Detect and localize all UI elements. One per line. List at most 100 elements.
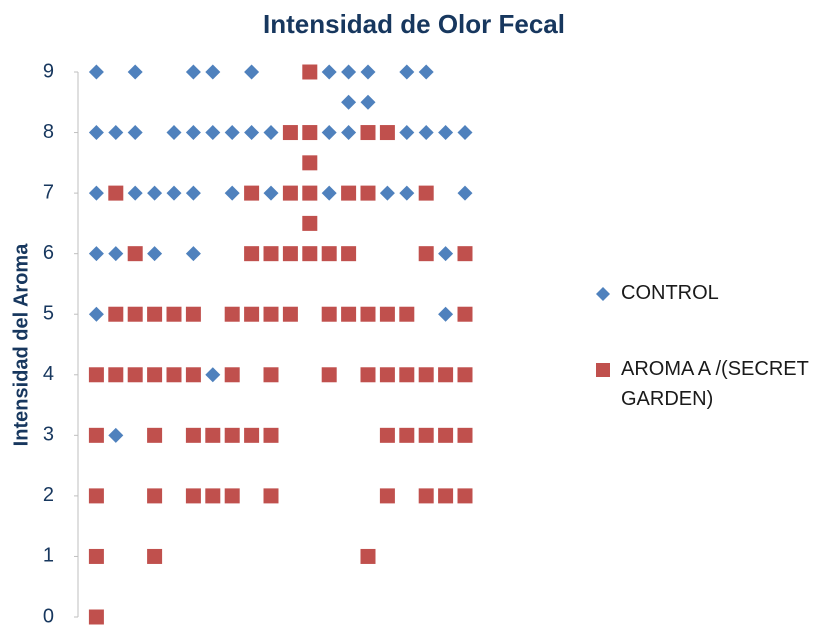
diamond-point: [166, 185, 182, 201]
diamond-point: [457, 125, 473, 141]
diamond-point: [321, 125, 337, 141]
square-point: [302, 185, 318, 201]
diamond-point: [399, 185, 415, 201]
square-point: [224, 306, 240, 322]
y-axis-label: Intensidad del Aroma: [10, 243, 32, 447]
diamond-point: [457, 185, 473, 201]
square-point: [244, 185, 260, 201]
square-point: [379, 306, 395, 322]
legend-swatch: [596, 287, 610, 301]
square-point: [127, 367, 143, 383]
diamond-point: [399, 125, 415, 141]
square-point: [147, 427, 163, 443]
square-point: [263, 367, 279, 383]
diamond-point: [88, 125, 104, 141]
y-tick-label: 5: [43, 303, 54, 325]
legend-marker: [596, 363, 610, 377]
diamond-point: [360, 64, 376, 80]
legend-item: CONTROL: [595, 278, 820, 308]
diamond-point: [360, 94, 376, 110]
legend-marker: [596, 287, 610, 301]
diamond-point: [341, 94, 357, 110]
diamond-point: [341, 64, 357, 80]
legend-label: CONTROL: [621, 282, 719, 304]
square-point: [438, 367, 454, 383]
square-point: [127, 306, 143, 322]
diamond-point: [438, 306, 454, 322]
diamond-point: [263, 185, 279, 201]
square-point: [263, 488, 279, 504]
diamond-point: [185, 246, 201, 262]
diamond-point: [224, 185, 240, 201]
square-point: [282, 246, 298, 262]
square-point: [147, 488, 163, 504]
diamond-point: [321, 185, 337, 201]
square-point: [321, 367, 337, 383]
square-point: [341, 246, 357, 262]
diamond-point: [244, 64, 260, 80]
square-point: [321, 246, 337, 262]
diamond-point: [418, 64, 434, 80]
square-point: [457, 488, 473, 504]
square-point: [379, 367, 395, 383]
square-point: [185, 367, 201, 383]
square-point: [185, 306, 201, 322]
y-tick-label: 7: [43, 181, 54, 203]
diamond-point: [399, 64, 415, 80]
diamond-point: [438, 246, 454, 262]
square-point: [88, 367, 104, 383]
square-point: [282, 306, 298, 322]
square-point: [457, 306, 473, 322]
square-point: [457, 427, 473, 443]
square-point: [379, 488, 395, 504]
diamond-point: [108, 427, 124, 443]
diamond-point: [205, 125, 221, 141]
legend-item: AROMA A /(SECRET GARDEN): [595, 354, 820, 414]
square-point: [418, 246, 434, 262]
square-point: [244, 306, 260, 322]
square-point: [341, 185, 357, 201]
square-point: [185, 488, 201, 504]
square-point: [282, 125, 298, 141]
square-point: [399, 306, 415, 322]
square-point: [108, 367, 124, 383]
square-point: [418, 185, 434, 201]
square-point: [302, 246, 318, 262]
square-point: [360, 548, 376, 564]
square-point: [438, 488, 454, 504]
square-point: [263, 306, 279, 322]
square-point: [457, 246, 473, 262]
diamond-point: [127, 64, 143, 80]
square-point: [379, 427, 395, 443]
diamond-point: [88, 64, 104, 80]
square-point: [127, 246, 143, 262]
y-tick-label: 0: [43, 605, 54, 626]
square-point: [360, 185, 376, 201]
square-point: [379, 125, 395, 141]
diamond-point: [418, 125, 434, 141]
diamond-point: [185, 125, 201, 141]
diamond-point: [205, 367, 221, 383]
square-point: [147, 306, 163, 322]
y-tick-label: 2: [43, 484, 54, 506]
diamond-point: [263, 125, 279, 141]
square-point: [282, 185, 298, 201]
diamond-point: [88, 246, 104, 262]
square-point: [108, 185, 124, 201]
square-point: [360, 367, 376, 383]
square-point: [88, 548, 104, 564]
square-point: [302, 64, 318, 80]
y-tick-label: 8: [43, 121, 54, 143]
square-point: [360, 306, 376, 322]
legend-label: AROMA A /(SECRET GARDEN): [621, 358, 809, 410]
square-point: [399, 427, 415, 443]
square-point: [166, 306, 182, 322]
diamond-point: [321, 64, 337, 80]
diamond-point: [341, 125, 357, 141]
diamond-point: [244, 125, 260, 141]
square-point: [166, 367, 182, 383]
diamond-point: [224, 125, 240, 141]
square-point: [205, 427, 221, 443]
